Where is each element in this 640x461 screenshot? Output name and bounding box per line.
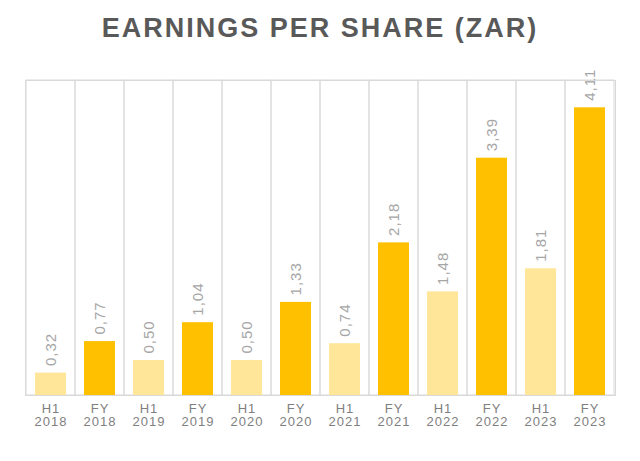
svg-text:0,32: 0,32	[42, 333, 59, 366]
svg-text:1,81: 1,81	[532, 229, 549, 262]
svg-text:FY2020: FY2020	[280, 401, 313, 429]
svg-text:1,04: 1,04	[189, 282, 206, 315]
svg-text:0,74: 0,74	[336, 303, 353, 336]
svg-text:3,39: 3,39	[483, 118, 500, 151]
svg-text:H12020: H12020	[231, 401, 264, 429]
svg-text:FY2022: FY2022	[476, 401, 509, 429]
svg-text:0,50: 0,50	[140, 320, 157, 353]
svg-text:H12023: H12023	[525, 401, 558, 429]
svg-text:FY2021: FY2021	[378, 401, 411, 429]
svg-text:0,77: 0,77	[91, 301, 108, 334]
svg-text:H12018: H12018	[35, 401, 68, 429]
svg-text:1,33: 1,33	[287, 262, 304, 295]
svg-text:H12022: H12022	[427, 401, 460, 429]
html-text:EARNINGS PER SHARE (ZAR): EARNINGS PER SHARE (ZAR)	[101, 13, 539, 43]
svg-text:1,48: 1,48	[434, 252, 451, 285]
svg-text:FY2019: FY2019	[182, 401, 215, 429]
svg-text:H12019: H12019	[133, 401, 166, 429]
svg-text:4,11: 4,11	[581, 69, 598, 101]
svg-text:FY2018: FY2018	[84, 401, 117, 429]
svg-text:0,50: 0,50	[238, 320, 255, 353]
svg-text:H12021: H12021	[329, 401, 362, 429]
svg-text:FY2023: FY2023	[574, 401, 607, 429]
svg-text:2,18: 2,18	[385, 203, 402, 236]
